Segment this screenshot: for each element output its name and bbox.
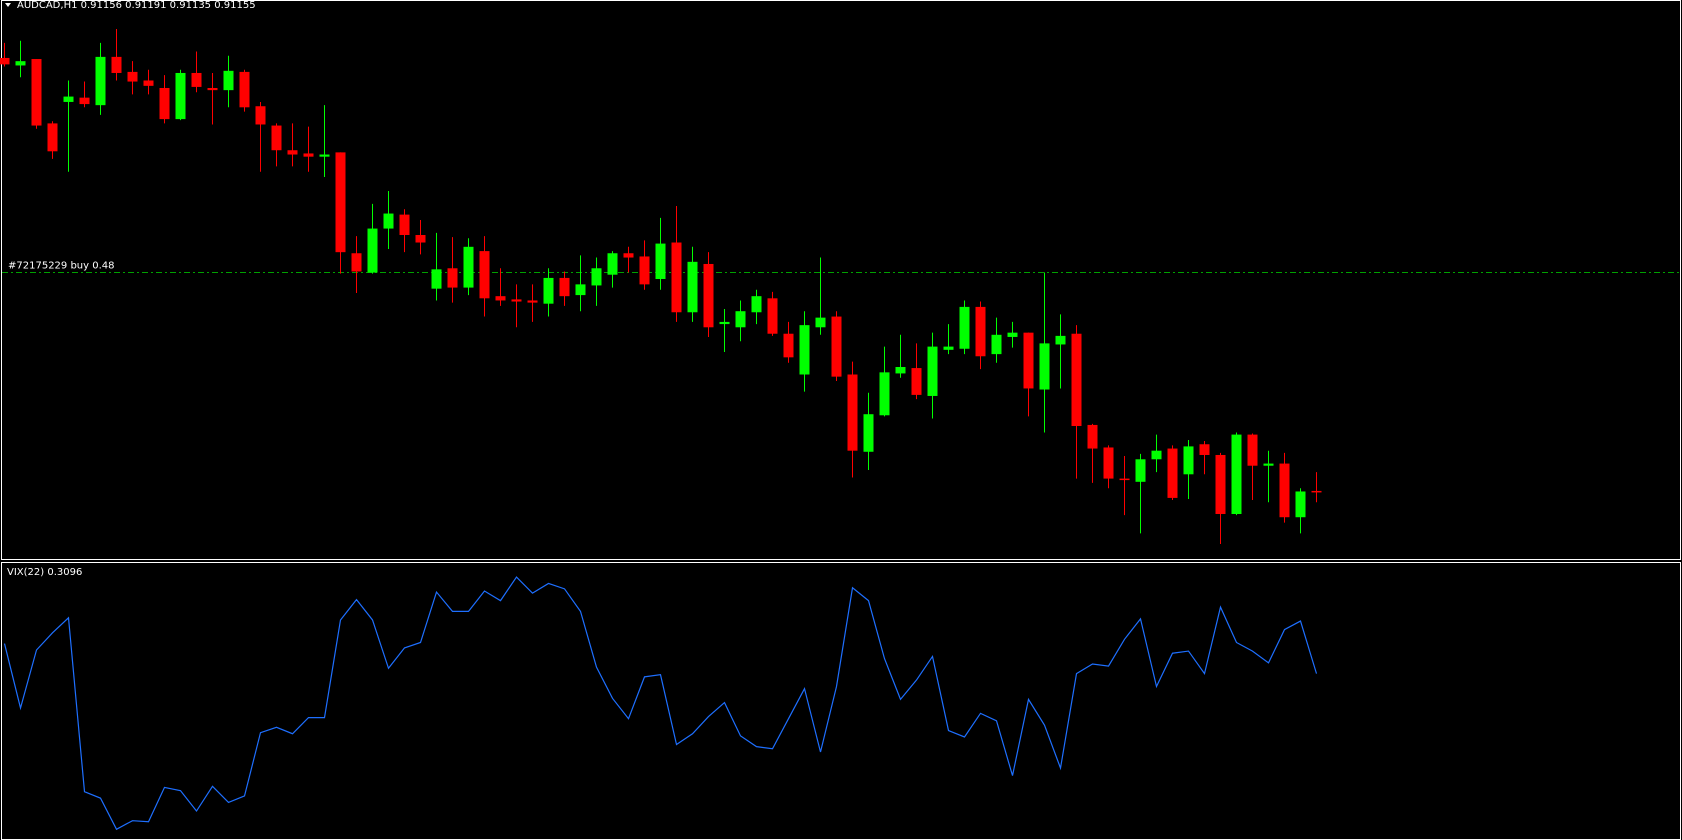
candle-body [431, 269, 442, 289]
candle-body [799, 325, 810, 375]
candle-body [623, 253, 634, 258]
candle-body [1247, 434, 1258, 466]
candle-body [207, 87, 218, 91]
candle-body [735, 311, 746, 328]
candle-body [1119, 478, 1130, 481]
candle-body [479, 251, 490, 299]
candle-body [511, 299, 522, 302]
candle-body [703, 263, 714, 328]
menu-triangle[interactable] [5, 3, 11, 7]
candle-body [575, 284, 586, 296]
candle-body [895, 366, 906, 374]
candle-body [655, 243, 666, 279]
candle-body [767, 298, 778, 334]
candle-body [159, 87, 170, 120]
candle-body [1231, 434, 1242, 515]
candle-body [1023, 332, 1034, 389]
candle-body [991, 334, 1002, 355]
candle-body [783, 333, 794, 358]
candle-body [0, 57, 10, 65]
candle-body [591, 268, 602, 286]
candle-body [671, 242, 682, 313]
candle-body [319, 154, 330, 157]
candle-body [1215, 454, 1226, 515]
indicator-header: VIX(22) 0.3096 [7, 567, 82, 578]
candle-body [639, 256, 650, 285]
order-label: #72175229 buy 0.48 [8, 261, 115, 272]
candle-body [255, 106, 266, 125]
candle-body [1103, 447, 1114, 479]
candle-body [287, 150, 298, 155]
candle-body [303, 153, 314, 157]
candle-body [1167, 448, 1178, 498]
candle-body [1055, 335, 1066, 345]
candle-body [223, 70, 234, 91]
candle-body [95, 56, 106, 106]
candle-body [879, 372, 890, 416]
candle-body [959, 306, 970, 349]
candle-body [271, 125, 282, 151]
candle-body [1087, 424, 1098, 449]
candle-body [127, 71, 138, 82]
candle-body [447, 268, 458, 288]
indicator-line [3, 576, 1318, 831]
candle-body [175, 72, 186, 120]
symbol-header: AUDCAD,H1 0.91156 0.91191 0.91135 0.9115… [17, 0, 256, 11]
candle-body [79, 97, 90, 105]
candle-body [143, 80, 154, 86]
candle-body [607, 253, 618, 275]
candle-body [847, 374, 858, 451]
candle-body [1295, 491, 1306, 518]
candle-body [63, 96, 74, 102]
candle-body [47, 123, 58, 152]
candle-body [191, 72, 202, 87]
candle-body [943, 346, 954, 350]
candle-body [463, 246, 474, 288]
candle-body [1151, 450, 1162, 460]
candle-body [751, 296, 762, 313]
candle-body [543, 277, 554, 304]
candle-body [335, 152, 346, 253]
candle-body [863, 414, 874, 452]
candle-body [239, 71, 250, 108]
candle-body [415, 235, 426, 243]
candle-body [687, 261, 698, 313]
candle-body [1039, 343, 1050, 390]
candle-body [1007, 332, 1018, 337]
candle-body [367, 228, 378, 273]
candle-body [1311, 490, 1322, 493]
candle-body [31, 59, 42, 126]
candle-body [111, 56, 122, 73]
candle-body [559, 277, 570, 297]
candle-body [1263, 463, 1274, 466]
candle-body [1279, 463, 1290, 518]
candle-body [815, 317, 826, 328]
candle-body [527, 300, 538, 303]
candle-body [1183, 446, 1194, 475]
candle-body [975, 306, 986, 357]
candle-body [15, 61, 26, 66]
candle-body [831, 316, 842, 377]
candle-body [1071, 333, 1082, 427]
candle-body [351, 253, 362, 272]
candle-body [911, 368, 922, 395]
candle-body [1135, 459, 1146, 482]
candle-body [383, 213, 394, 229]
candle-body [495, 296, 506, 301]
candle-body [1199, 444, 1210, 455]
main-pane-frame [1, 0, 1681, 560]
candle-body [719, 321, 730, 325]
candle-body [399, 214, 410, 236]
candle-body [927, 346, 938, 396]
